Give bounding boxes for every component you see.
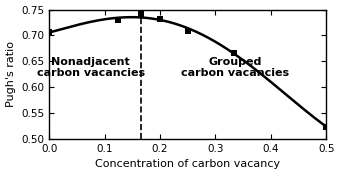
Point xyxy=(116,19,121,22)
Point xyxy=(231,51,237,54)
Y-axis label: Pugh's ratio: Pugh's ratio xyxy=(5,41,16,107)
Point xyxy=(323,125,329,128)
Text: Grouped
carbon vacancies: Grouped carbon vacancies xyxy=(181,57,289,78)
Point xyxy=(139,12,144,15)
X-axis label: Concentration of carbon vacancy: Concentration of carbon vacancy xyxy=(95,159,280,169)
Text: Nonadjacent
carbon vacancies: Nonadjacent carbon vacancies xyxy=(37,57,145,78)
Point xyxy=(157,18,163,20)
Point xyxy=(46,31,52,34)
Point xyxy=(185,30,190,33)
